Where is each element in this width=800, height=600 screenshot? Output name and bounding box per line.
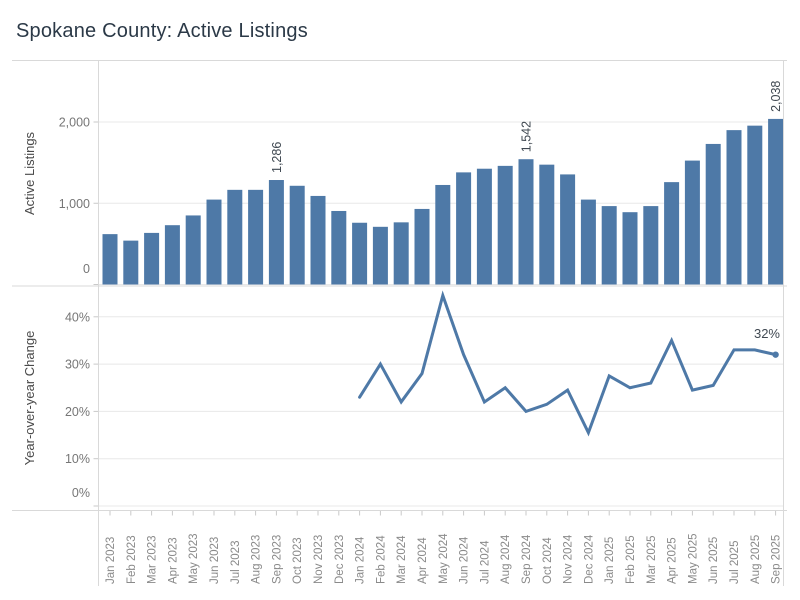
x-label-Jan-2024: Jan 2024: [355, 536, 367, 584]
bar-Aug 2025[interactable]: [747, 125, 763, 285]
x-label-Jun-2024: Jun 2024: [459, 536, 471, 584]
bar-Sep 2024[interactable]: [518, 159, 534, 285]
x-label-Jan-2025: Jan 2025: [604, 537, 616, 584]
y-tick-label: 10%: [65, 452, 90, 466]
x-label-Mar-2023: Mar 2023: [147, 535, 159, 584]
y-tick-label: 0: [83, 262, 90, 276]
bar-Feb 2023[interactable]: [123, 240, 139, 285]
bar-value-label: 1,542: [520, 121, 534, 152]
x-label-Jun-2025: Jun 2025: [708, 537, 720, 584]
bar-Dec 2024[interactable]: [580, 199, 596, 285]
y-tick-label: 20%: [65, 405, 90, 419]
bar-Jan 2025[interactable]: [601, 206, 617, 285]
x-label-Sep-2024: Sep 2024: [521, 534, 533, 584]
bar-May 2023[interactable]: [185, 215, 201, 285]
x-label-Dec-2024: Dec 2024: [583, 534, 595, 584]
bar-Mar 2023[interactable]: [144, 232, 160, 285]
line-value-label: 32%: [754, 326, 780, 341]
bar-Dec 2023[interactable]: [331, 210, 347, 285]
bar-Jun 2023[interactable]: [206, 199, 222, 285]
bar-May 2024[interactable]: [435, 184, 451, 285]
x-label-Dec-2023: Dec 2023: [334, 535, 346, 584]
bar-May 2025[interactable]: [684, 160, 700, 285]
x-label-Sep-2023: Sep 2023: [271, 535, 283, 584]
y-axis-title-yoy-change: Year-over-year Change: [22, 331, 37, 466]
bar-Aug 2023[interactable]: [248, 189, 264, 285]
x-label-Sep-2025: Sep 2025: [771, 535, 783, 584]
x-label-Feb-2024: Feb 2024: [375, 535, 387, 584]
bar-Feb 2024[interactable]: [372, 226, 388, 285]
y-tick-label: 2,000: [59, 116, 90, 130]
bar-Jan 2023[interactable]: [102, 234, 118, 285]
y-tick-label: 1,000: [59, 197, 90, 211]
bar-Jun 2024[interactable]: [456, 172, 472, 285]
bar-Apr 2024[interactable]: [414, 208, 430, 285]
x-label-May-2023: May 2023: [188, 533, 200, 584]
x-label-Oct-2024: Oct 2024: [542, 537, 554, 584]
x-label-Feb-2025: Feb 2025: [625, 535, 637, 584]
bar-Apr 2025[interactable]: [664, 182, 680, 285]
x-label-Mar-2024: Mar 2024: [396, 535, 408, 584]
x-label-Apr-2023: Apr 2023: [167, 537, 179, 584]
x-label-Apr-2025: Apr 2025: [667, 537, 679, 584]
y-tick-label: 40%: [65, 310, 90, 324]
bar-Sep 2023[interactable]: [268, 180, 284, 285]
x-label-Feb-2023: Feb 2023: [126, 535, 138, 584]
bar-Nov 2024[interactable]: [560, 174, 576, 285]
bar-Mar 2024[interactable]: [393, 222, 409, 285]
bar-Sep 2025[interactable]: [768, 118, 784, 285]
x-label-Aug-2023: Aug 2023: [251, 535, 263, 584]
x-label-Aug-2025: Aug 2025: [750, 535, 762, 584]
x-label-Jul-2025: Jul 2025: [729, 541, 741, 584]
x-label-May-2024: May 2024: [438, 533, 450, 584]
bar-Jul 2024[interactable]: [476, 168, 492, 285]
y-tick-label: 30%: [65, 358, 90, 372]
bar-value-label: 2,038: [769, 81, 783, 112]
x-label-Mar-2025: Mar 2025: [646, 535, 658, 584]
bar-Nov 2023[interactable]: [310, 195, 326, 285]
bar-Mar 2025[interactable]: [643, 206, 659, 285]
x-label-Apr-2024: Apr 2024: [417, 537, 429, 584]
bar-Oct 2024[interactable]: [539, 164, 555, 285]
x-label-Oct-2023: Oct 2023: [292, 537, 304, 584]
yoy-line[interactable]: [358, 290, 778, 437]
bar-Oct 2023[interactable]: [289, 185, 305, 285]
x-label-Jan-2023: Jan 2023: [105, 537, 117, 584]
y-tick-label: 0%: [72, 486, 90, 500]
bar-Jun 2025[interactable]: [705, 143, 721, 285]
bar-Jan 2024[interactable]: [352, 222, 368, 285]
yoy-line-end-point[interactable]: [772, 351, 779, 358]
x-label-Jun-2023: Jun 2023: [209, 537, 221, 584]
x-label-Jul-2023: Jul 2023: [230, 541, 242, 584]
y-axis-title-active-listings: Active Listings: [22, 131, 37, 215]
bar-Jul 2023[interactable]: [227, 189, 243, 285]
x-label-Nov-2024: Nov 2024: [563, 534, 575, 584]
page-title: Spokane County: Active Listings: [16, 20, 308, 42]
x-label-May-2025: May 2025: [687, 533, 699, 584]
bar-Jul 2025[interactable]: [726, 130, 742, 285]
bar-Aug 2024[interactable]: [497, 165, 513, 285]
bar-Apr 2023[interactable]: [164, 225, 180, 285]
bar-value-label: 1,286: [270, 142, 284, 173]
x-label-Aug-2024: Aug 2024: [500, 534, 512, 584]
x-label-Nov-2023: Nov 2023: [313, 535, 325, 584]
x-label-Jul-2024: Jul 2024: [479, 540, 491, 584]
bar-Feb 2025[interactable]: [622, 212, 638, 285]
